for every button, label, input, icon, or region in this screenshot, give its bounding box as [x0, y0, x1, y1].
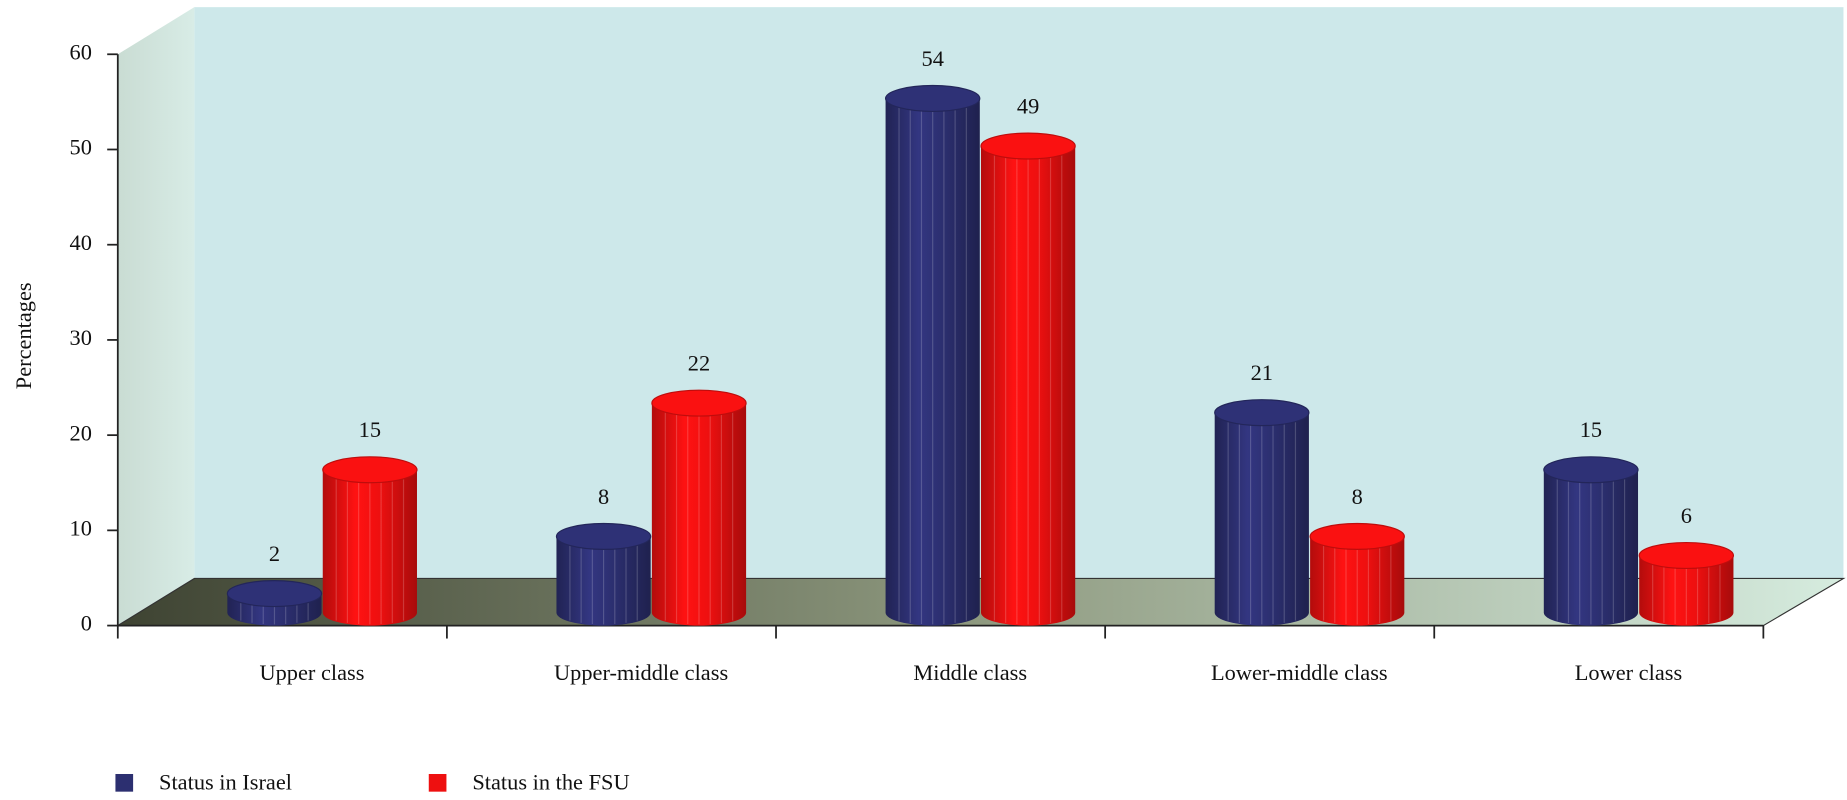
y-axis-label: Percentages [11, 282, 36, 389]
x-tick-label: Lower-middle class [1211, 660, 1388, 685]
value-label: 8 [598, 484, 609, 509]
value-label: 21 [1251, 360, 1273, 385]
value-label: 54 [922, 46, 944, 71]
y-tick-label: 0 [81, 611, 92, 636]
y-tick-label: 30 [70, 325, 92, 350]
y-tick-label: 50 [70, 135, 92, 160]
y-tick-label: 10 [70, 515, 92, 540]
x-tick-label: Lower class [1575, 660, 1682, 685]
legend-swatch [115, 773, 134, 792]
bar-top [322, 456, 418, 484]
x-tick-label: Upper-middle class [554, 660, 728, 685]
bar-body [1543, 469, 1639, 626]
bar [651, 389, 747, 626]
bar-top [226, 580, 323, 608]
bar-top [651, 389, 747, 417]
bar [1638, 541, 1735, 626]
bar-body [885, 98, 980, 626]
value-label: 6 [1681, 503, 1692, 528]
bar-body [980, 146, 1076, 626]
x-tick-label: Middle class [913, 660, 1027, 685]
bar [555, 522, 652, 626]
legend-swatch [428, 773, 447, 792]
y-tick-label: 60 [70, 39, 92, 64]
legend-label: Status in Israel [159, 770, 292, 795]
bar-body [651, 403, 747, 626]
bar [980, 132, 1076, 626]
value-label: 22 [688, 351, 710, 376]
value-label: 15 [359, 417, 381, 442]
bar-top [980, 132, 1076, 160]
bar-top [1214, 399, 1310, 427]
bar-body [322, 469, 417, 626]
y-tick-label: 20 [70, 420, 92, 445]
bar-body [1310, 536, 1405, 626]
bar [1214, 399, 1310, 626]
bar-body [1214, 412, 1309, 626]
bar-top [1309, 522, 1405, 550]
value-label: 2 [269, 541, 280, 566]
bar [1309, 522, 1405, 626]
bar-top [884, 84, 981, 112]
bar [322, 456, 418, 626]
legend-label: Status in the FSU [472, 770, 629, 795]
bar-body [556, 536, 651, 626]
bar [1543, 456, 1639, 626]
value-label: 49 [1017, 94, 1039, 119]
x-tick-label: Upper class [259, 660, 364, 685]
bar-top [1638, 541, 1735, 570]
value-label: 8 [1352, 484, 1363, 509]
bar [226, 580, 323, 626]
side-wall [117, 7, 195, 626]
bar-top [1543, 456, 1639, 484]
bar-body [1639, 555, 1734, 626]
bar [884, 84, 981, 626]
y-tick-label: 40 [70, 230, 92, 255]
bar-top [555, 522, 652, 550]
value-label: 15 [1580, 417, 1602, 442]
